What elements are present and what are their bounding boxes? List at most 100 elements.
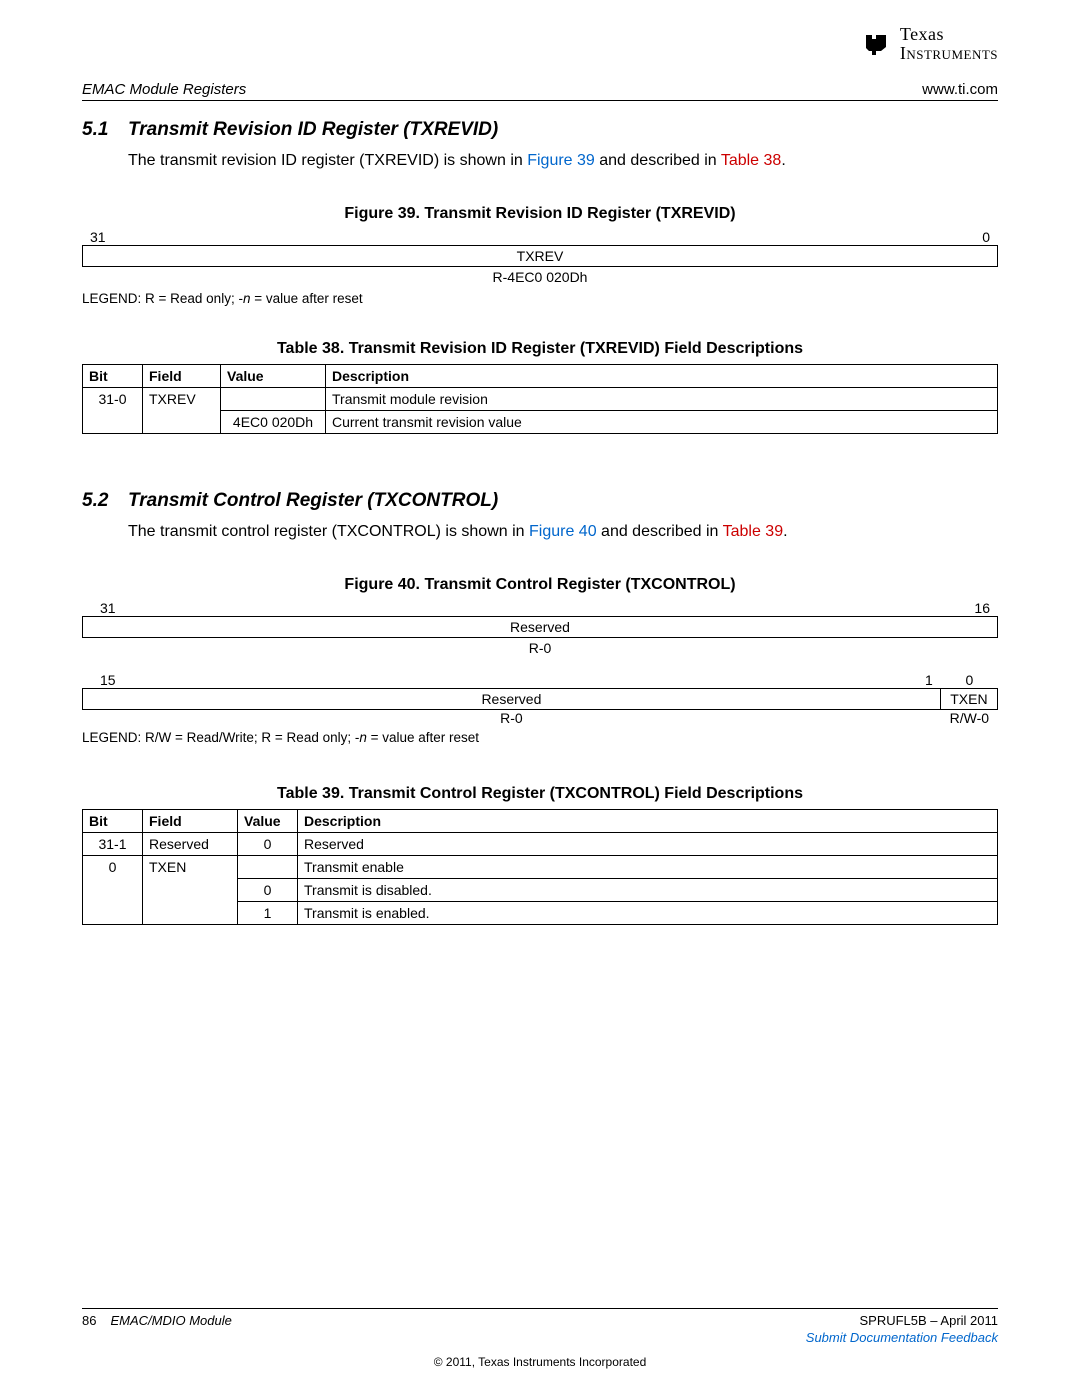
fig40-row1-box: Reserved bbox=[82, 616, 998, 638]
section-5-1-heading: 5.1Transmit Revision ID Register (TXREVI… bbox=[82, 119, 998, 141]
section-5-1-para: The transmit revision ID register (TXREV… bbox=[128, 151, 998, 171]
figure-40-link[interactable]: Figure 40 bbox=[529, 523, 597, 540]
tbl38-h-value: Value bbox=[221, 365, 326, 388]
table-row: 4EC0 020Dh Current transmit revision val… bbox=[83, 411, 998, 434]
tbl38-r1-desc: Transmit module revision bbox=[326, 388, 998, 411]
tbl39-r1-field: Reserved bbox=[143, 833, 238, 856]
s52-mid: and described in bbox=[597, 523, 723, 540]
figure-39-link[interactable]: Figure 39 bbox=[527, 152, 595, 169]
ti-logo: Texas Instruments bbox=[864, 25, 998, 63]
tbl39-h-field: Field bbox=[143, 810, 238, 833]
footer-feedback-link[interactable]: Submit Documentation Feedback bbox=[806, 1330, 998, 1345]
section-5-1-title: Transmit Revision ID Register (TXREVID) bbox=[128, 119, 498, 140]
table-row: Bit Field Value Description bbox=[83, 365, 998, 388]
section-5-2-title: Transmit Control Register (TXCONTROL) bbox=[128, 490, 498, 511]
tbl39-r2-value bbox=[238, 856, 298, 879]
table-38: Bit Field Value Description 31-0 TXREV T… bbox=[82, 364, 998, 434]
tbl39-r1-bit: 31-1 bbox=[83, 833, 143, 856]
logo-text-line1: Texas bbox=[900, 25, 998, 44]
s51-mid: and described in bbox=[595, 152, 721, 169]
tbl38-r1-field: TXREV bbox=[143, 388, 221, 434]
tbl38-h-desc: Description bbox=[326, 365, 998, 388]
fig39-field: TXREV bbox=[83, 246, 998, 267]
fig40-row2-box: Reserved TXEN bbox=[82, 688, 998, 710]
logo-text-line2: Instruments bbox=[900, 44, 998, 63]
page-footer: 86 EMAC/MDIO Module SPRUFL5B – April 201… bbox=[82, 1308, 998, 1369]
fig40-r1-bit-lo: 16 bbox=[545, 600, 998, 616]
footer-module: EMAC/MDIO Module bbox=[110, 1313, 231, 1345]
tbl38-r2-value: 4EC0 020Dh bbox=[221, 411, 326, 434]
tbl38-r1-bit: 31-0 bbox=[83, 388, 143, 434]
figure-40-title: Figure 40. Transmit Control Register (TX… bbox=[82, 576, 998, 594]
table-row: 31-0 TXREV Transmit module revision bbox=[83, 388, 998, 411]
section-5-1-num: 5.1 bbox=[82, 119, 128, 141]
fig39-legend-pre: LEGEND: R = Read only; - bbox=[82, 291, 243, 306]
tbl38-r1-value bbox=[221, 388, 326, 411]
section-5-2-num: 5.2 bbox=[82, 490, 128, 512]
tbl39-r1-desc: Reserved bbox=[298, 833, 998, 856]
fig40-r2-bit-lo: 0 bbox=[941, 672, 998, 688]
fig39-legend: LEGEND: R = Read only; -n = value after … bbox=[82, 291, 998, 306]
header-rule: EMAC Module Registers www.ti.com bbox=[82, 100, 998, 101]
tbl39-r2-bit: 0 bbox=[83, 856, 143, 925]
tbl38-h-field: Field bbox=[143, 365, 221, 388]
fig39-bit-lo: 0 bbox=[540, 229, 998, 245]
fig40-row2-bits: 15 1 0 bbox=[82, 672, 998, 688]
fig40-r2-field-a: Reserved bbox=[83, 689, 941, 710]
fig40-grid: 31 16 Reserved R-0 15 1 0 Reserved TXEN … bbox=[82, 600, 998, 726]
fig40-r1-reset: R-0 bbox=[82, 638, 998, 658]
fig40-r2-reset-a: R-0 bbox=[82, 710, 941, 726]
fig40-r2-field-b: TXEN bbox=[940, 689, 997, 710]
table-row: 0 TXEN Transmit enable bbox=[83, 856, 998, 879]
table-39: Bit Field Value Description 31-1 Reserve… bbox=[82, 809, 998, 925]
tbl39-h-desc: Description bbox=[298, 810, 998, 833]
tbl39-r3-desc: Transmit is disabled. bbox=[298, 879, 998, 902]
header-right: www.ti.com bbox=[922, 81, 998, 98]
footer-copyright: © 2011, Texas Instruments Incorporated bbox=[82, 1355, 998, 1369]
table-row: 31-1 Reserved 0 Reserved bbox=[83, 833, 998, 856]
s51-pre: The transmit revision ID register (TXREV… bbox=[128, 152, 527, 169]
fig40-r1-field: Reserved bbox=[83, 617, 998, 638]
fig39-bit-hi: 31 bbox=[82, 229, 540, 245]
fig40-row1-bits: 31 16 bbox=[82, 600, 998, 616]
footer-rule bbox=[82, 1308, 998, 1309]
s52-end: . bbox=[783, 523, 787, 540]
fig39-reset: R-4EC0 020Dh bbox=[82, 267, 998, 287]
table-38-title: Table 38. Transmit Revision ID Register … bbox=[82, 340, 998, 358]
tbl39-r2-desc: Transmit enable bbox=[298, 856, 998, 879]
fig40-r1-bit-hi: 31 bbox=[82, 600, 545, 616]
tbl39-h-value: Value bbox=[238, 810, 298, 833]
tbl38-h-bit: Bit bbox=[83, 365, 143, 388]
fig40-row2-reset: R-0 R/W-0 bbox=[82, 710, 998, 726]
fig40-r2-reset-b: R/W-0 bbox=[941, 710, 998, 726]
header-left: EMAC Module Registers bbox=[82, 81, 246, 98]
table-38-link[interactable]: Table 38 bbox=[721, 152, 782, 169]
fig40-legend: LEGEND: R/W = Read/Write; R = Read only;… bbox=[82, 730, 998, 745]
fig40-legend-post: = value after reset bbox=[367, 730, 479, 745]
tbl39-r2-field: TXEN bbox=[143, 856, 238, 925]
tbl39-r4-value: 1 bbox=[238, 902, 298, 925]
ti-chip-icon bbox=[864, 29, 894, 59]
footer-docid: SPRUFL5B – April 2011 bbox=[860, 1313, 999, 1328]
table-row: Bit Field Value Description bbox=[83, 810, 998, 833]
section-5-2-heading: 5.2Transmit Control Register (TXCONTROL) bbox=[82, 490, 998, 512]
fig39-bit-row: 31 0 bbox=[82, 229, 998, 245]
fig40-legend-n: n bbox=[359, 730, 367, 745]
fig39-register-box: TXREV bbox=[82, 245, 998, 267]
section-5-2-para: The transmit control register (TXCONTROL… bbox=[128, 522, 998, 542]
table-39-link[interactable]: Table 39 bbox=[723, 523, 784, 540]
fig40-legend-pre: LEGEND: R/W = Read/Write; R = Read only;… bbox=[82, 730, 359, 745]
figure-39-title: Figure 39. Transmit Revision ID Register… bbox=[82, 205, 998, 223]
s52-pre: The transmit control register (TXCONTROL… bbox=[128, 523, 529, 540]
tbl39-r1-value: 0 bbox=[238, 833, 298, 856]
s51-end: . bbox=[781, 152, 785, 169]
tbl39-r3-value: 0 bbox=[238, 879, 298, 902]
fig39-legend-post: = value after reset bbox=[250, 291, 362, 306]
fig40-r2-bit-mid: 1 bbox=[516, 672, 940, 688]
tbl39-r4-desc: Transmit is enabled. bbox=[298, 902, 998, 925]
footer-page-number: 86 bbox=[82, 1313, 96, 1345]
fig40-r2-bit-hi: 15 bbox=[82, 672, 516, 688]
tbl39-h-bit: Bit bbox=[83, 810, 143, 833]
tbl38-r2-desc: Current transmit revision value bbox=[326, 411, 998, 434]
table-39-title: Table 39. Transmit Control Register (TXC… bbox=[82, 785, 998, 803]
